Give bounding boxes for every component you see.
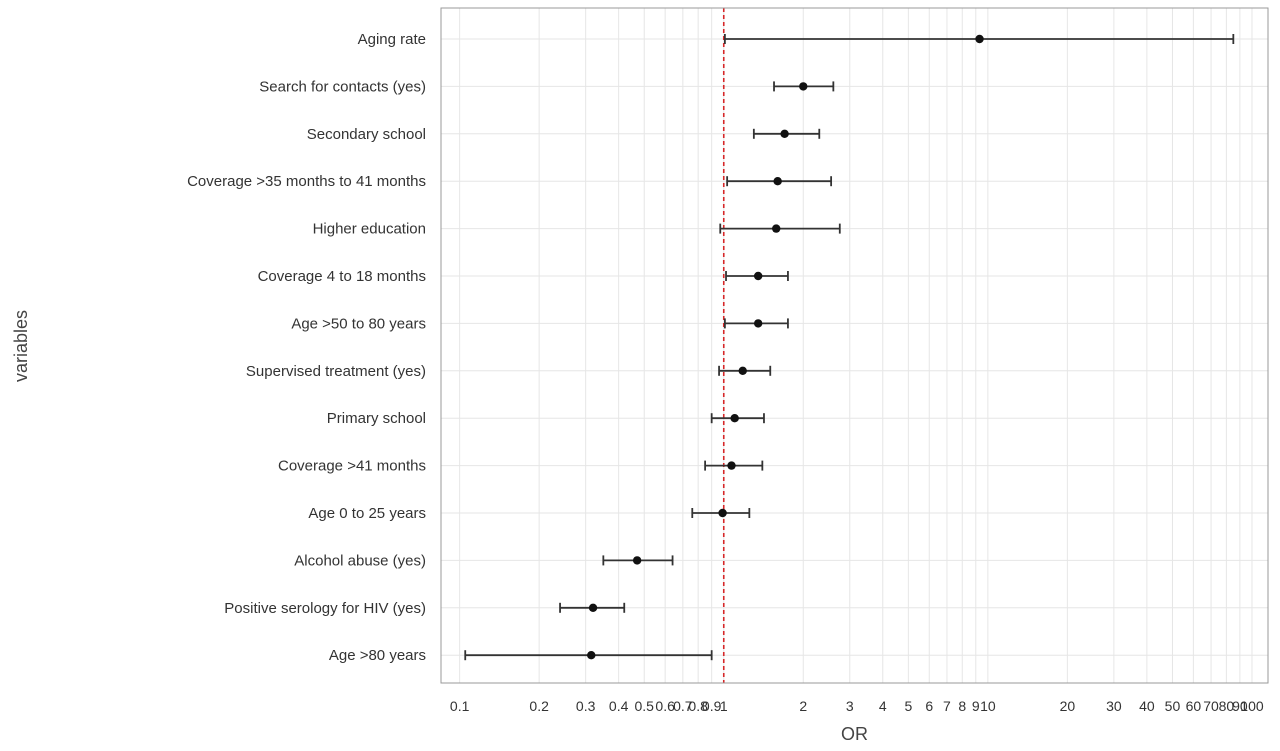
x-tick-label: 0.4 (609, 698, 629, 714)
category-labels: Aging rate Search for contacts (yes) Secon… (187, 31, 426, 664)
or-point (587, 651, 596, 660)
plot-frame (440, 7, 1269, 684)
x-tick-label: 0.3 (576, 698, 596, 714)
category-label: Age 0 to 25 years (308, 505, 426, 522)
category-label: Alcohol abuse (yes) (294, 552, 426, 569)
x-tick-label: 0.7 (673, 698, 693, 714)
or-point (718, 508, 727, 518)
x-tick-label: 7 (943, 698, 951, 714)
x-tick-label: 80 (1219, 698, 1235, 714)
x-axis-title: OR (841, 724, 868, 744)
x-tick-label: 100 (1240, 698, 1264, 714)
odds-ratio-points (587, 34, 984, 660)
x-tick-label: 0.2 (529, 698, 549, 714)
x-tick-label: 90 (1232, 698, 1248, 714)
x-tick-label: 5 (904, 698, 912, 714)
category-label: Coverage 4 to 18 months (258, 268, 426, 285)
grid (441, 8, 1268, 683)
x-tick-label: 0.5 (635, 698, 655, 714)
x-tick-label: 8 (958, 698, 966, 714)
category-label: Age >50 to 80 years (291, 315, 426, 332)
category-label: Search for contacts (yes) (259, 78, 426, 95)
x-tick-label: 3 (846, 698, 854, 714)
x-tick-label: 4 (879, 698, 887, 714)
or-point (975, 34, 984, 44)
or-point (799, 82, 808, 91)
x-tick-label: 60 (1186, 698, 1202, 714)
x-tick-label: 10 (980, 698, 996, 714)
or-point (730, 414, 739, 423)
category-label: Secondary school (307, 126, 426, 143)
x-tick-label: 0.9 (702, 698, 722, 714)
or-point (588, 603, 598, 612)
x-tick-label: 20 (1060, 698, 1076, 714)
or-point (773, 177, 782, 186)
or-point (738, 366, 747, 375)
x-tick-label: 0.1 (450, 698, 470, 714)
x-tick-label: 0.8 (688, 698, 708, 714)
x-tick-label: 1 (720, 698, 728, 714)
y-axis-title: variables (11, 310, 31, 382)
or-point (772, 224, 781, 233)
category-label: Higher education (313, 221, 426, 238)
x-tick-label: 9 (972, 698, 980, 714)
category-label: Coverage >41 months (278, 458, 426, 475)
x-tick-label: 0.6 (655, 698, 675, 714)
category-label: Coverage >35 months to 41 months (187, 173, 426, 190)
x-tick-labels: 0.1 0.2 0.3 0.4 0.5 0.60.70.80.91 2 3 4 5 6 7 8 9 10 20… (450, 698, 1264, 714)
or-point (632, 556, 642, 565)
x-tick-label: 30 (1106, 698, 1122, 714)
x-tick-label: 2 (799, 698, 807, 714)
x-tick-label: 6 (925, 698, 933, 714)
x-tick-label: 70 (1203, 698, 1219, 714)
category-label: Age >80 years (329, 647, 426, 664)
x-tick-label: 40 (1139, 698, 1155, 714)
or-point (727, 461, 736, 470)
plot-background (441, 8, 1268, 683)
category-label: Positive serology for HIV (yes) (224, 600, 426, 617)
category-label: Aging rate (358, 31, 426, 48)
x-tick-label: 50 (1165, 698, 1181, 714)
category-label: Primary school (327, 410, 426, 427)
or-point (753, 271, 763, 281)
category-label: Supervised treatment (yes) (246, 363, 426, 380)
or-point (780, 129, 789, 138)
or-point (753, 319, 763, 328)
